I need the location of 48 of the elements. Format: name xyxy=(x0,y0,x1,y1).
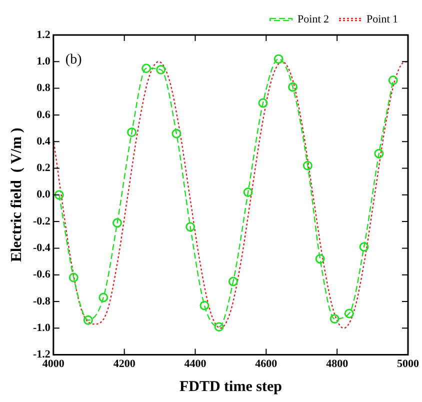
point xyxy=(258,98,268,108)
x-tick-label: 4200 xyxy=(113,358,136,370)
annotation: (b) xyxy=(65,52,82,68)
x-tick-label: 4600 xyxy=(255,358,278,370)
y-tick-label: 1.2 xyxy=(36,28,51,41)
point xyxy=(315,254,325,264)
y-tick-label: -1.0 xyxy=(32,322,51,334)
point xyxy=(359,242,369,252)
y-tick-label: -0.8 xyxy=(32,295,51,308)
point xyxy=(288,82,298,92)
y-tick-label: 1.0 xyxy=(36,55,51,68)
point xyxy=(83,315,93,325)
x-tick-label: 4400 xyxy=(184,358,207,370)
point xyxy=(54,190,64,200)
legend-label: Point 1 xyxy=(366,13,398,26)
point xyxy=(274,54,284,64)
point xyxy=(142,64,152,74)
x-tick-label: 4000 xyxy=(42,358,65,370)
point xyxy=(243,187,253,197)
y-tick-label: 0.6 xyxy=(36,108,51,121)
point xyxy=(344,308,354,318)
point xyxy=(388,76,398,86)
point xyxy=(127,128,137,138)
y-tick-label: 0.8 xyxy=(36,82,51,94)
point xyxy=(186,222,196,232)
point xyxy=(374,148,384,158)
point xyxy=(330,314,340,324)
point xyxy=(214,322,224,332)
y-tick-label: -0.6 xyxy=(32,268,51,281)
point xyxy=(156,64,166,74)
legend-label: Point 2 xyxy=(298,13,330,26)
y-tick-label: -1.2 xyxy=(32,348,51,361)
point xyxy=(68,272,78,282)
point xyxy=(98,292,108,302)
y-tick-label: 0.2 xyxy=(36,162,51,174)
y-axis-title: Electric field ( V/m ) xyxy=(8,128,25,262)
point xyxy=(302,160,312,170)
point xyxy=(172,128,182,138)
point xyxy=(112,218,122,228)
y-tick-label: 0.4 xyxy=(36,135,51,148)
x-axis-title: FDTD time step xyxy=(179,378,282,395)
y-tick-label: -0.4 xyxy=(32,242,51,254)
point xyxy=(228,276,238,286)
y-tick-label: -0.2 xyxy=(32,215,51,228)
point xyxy=(200,300,210,310)
x-tick-label: 4800 xyxy=(326,358,349,370)
y-tick-label: 0.0 xyxy=(36,188,51,201)
x-tick-label: 5000 xyxy=(397,358,420,370)
